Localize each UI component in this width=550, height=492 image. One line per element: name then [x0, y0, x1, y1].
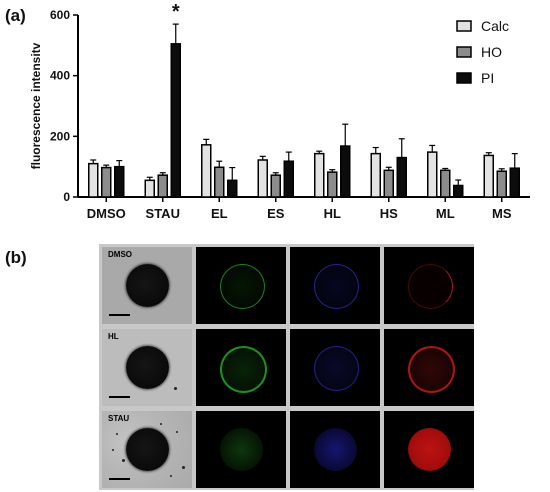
debris-dot [174, 387, 177, 390]
debris-dot [182, 466, 185, 469]
spheroid [126, 428, 169, 471]
y-axis-label: fluorescence intensitv [29, 42, 43, 169]
fluorescence-tile-stau-green [196, 411, 286, 488]
tile-label-hl: HL [108, 332, 119, 341]
spheroid-ho-signal [314, 264, 359, 309]
scale-bar [109, 396, 130, 398]
spheroid [126, 346, 169, 389]
debris-dot [116, 433, 118, 435]
legend-swatch-pi [456, 72, 472, 84]
bar-ms-calc [483, 154, 494, 198]
bar-dmso-ho [101, 166, 112, 198]
bar-ms-pi [509, 167, 520, 198]
spheroid-ho-signal [314, 346, 359, 391]
fluorescence-tile-hl-red [384, 329, 474, 406]
bar-el-calc [201, 144, 212, 198]
bar-es-ho [270, 174, 281, 198]
bar-stau-pi [170, 43, 181, 198]
bar-el-ho [214, 166, 225, 198]
spheroid-pi-signal [408, 428, 451, 471]
spheroid [126, 264, 169, 307]
brightfield-tile-dmso: DMSO [102, 247, 192, 324]
debris-dot [176, 431, 178, 433]
y-tick-label: 400 [50, 69, 70, 83]
bar-hl-pi [340, 145, 351, 198]
spheroid-pi-signal [408, 346, 455, 393]
spheroid-calc-signal [220, 346, 267, 393]
bar-ms-ho [496, 170, 507, 198]
spheroid-pi-signal [408, 264, 453, 309]
x-tick-label: HL [324, 206, 341, 221]
panel-label-b: (b) [5, 248, 27, 267]
fluorescence-tile-dmso-red [384, 247, 474, 324]
bar-es-pi [283, 160, 294, 198]
x-tick-label: DMSO [87, 206, 126, 221]
debris-dot [122, 459, 125, 462]
micrograph-grid: DMSO HL STAU [99, 244, 474, 490]
x-tick-label: STAU [146, 206, 180, 221]
debris-dot [160, 423, 162, 425]
y-tick-label: 600 [50, 8, 70, 22]
bar-ml-calc [427, 151, 438, 198]
tile-label-stau: STAU [108, 414, 130, 423]
fluorescence-tile-dmso-green [196, 247, 286, 324]
legend-swatch-ho [456, 46, 472, 58]
y-tick-label: 200 [50, 129, 70, 143]
spheroid-calc-signal [220, 264, 265, 309]
bar-hs-pi [396, 156, 407, 198]
bar-ml-pi [453, 184, 464, 198]
fluorescence-tile-stau-blue [290, 411, 380, 488]
y-tick-label: 0 [63, 190, 70, 204]
bar-chart: 0 200 400 600 fluorescence intensitv DMSO STAU… [29, 1, 530, 221]
x-tick-label: EL [211, 206, 228, 221]
bar-hl-calc [314, 152, 325, 198]
spheroid-ho-signal [314, 428, 357, 471]
legend-label-pi: PI [481, 70, 494, 86]
brightfield-tile-hl: HL [102, 329, 192, 406]
x-tick-label: MS [492, 206, 512, 221]
bar-hl-ho [327, 171, 338, 198]
bar-dmso-calc [88, 162, 99, 198]
bar-dmso-pi [114, 165, 125, 198]
legend-label-ho: HO [481, 44, 502, 60]
tile-label-dmso: DMSO [108, 250, 132, 259]
legend-label-calc: Calc [481, 18, 509, 34]
bar-stau-ho [157, 174, 168, 198]
fluorescence-tile-hl-green [196, 329, 286, 406]
spheroid-calc-signal [220, 428, 263, 471]
brightfield-tile-stau: STAU [102, 411, 192, 488]
legend-swatch-calc [456, 20, 472, 32]
fluorescence-tile-dmso-blue [290, 247, 380, 324]
panel-label-a: (a) [5, 6, 26, 25]
bar-hs-calc [370, 152, 381, 198]
bar-stau-calc [144, 179, 155, 198]
bar-hs-ho [383, 169, 394, 198]
x-tick-label: ES [267, 206, 285, 221]
x-tick-label: ML [436, 206, 455, 221]
bar-ml-ho [440, 169, 451, 198]
debris-dot [112, 449, 114, 451]
significance-annotation: * [172, 1, 180, 23]
bar-el-pi [227, 179, 238, 198]
scale-bar [109, 314, 130, 316]
fluorescence-tile-hl-blue [290, 329, 380, 406]
fluorescence-tile-stau-red [384, 411, 474, 488]
bar-es-calc [257, 159, 268, 198]
debris-dot [170, 475, 172, 477]
x-tick-label: HS [380, 206, 398, 221]
scale-bar [109, 478, 130, 480]
